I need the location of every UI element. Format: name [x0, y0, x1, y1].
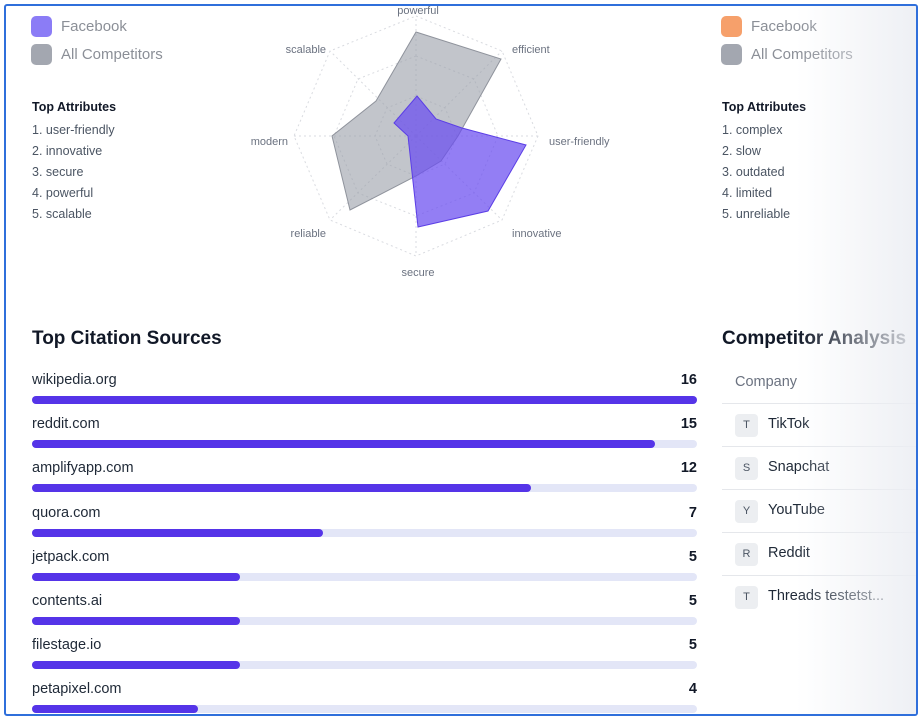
radar-chart: powerful efficient user-friendly innovat…: [251, 6, 610, 279]
citation-count: 15: [680, 416, 697, 432]
citation-count: 16: [680, 372, 697, 388]
citation-bar-track: [32, 617, 697, 625]
citation-bar-fill: [32, 484, 531, 492]
attribute-item: 1. complex: [722, 123, 783, 137]
citation-row[interactable]: petapixel.com 4: [32, 681, 697, 714]
citation-bar-fill: [32, 529, 323, 537]
company-avatar: Y: [735, 500, 758, 523]
legend-item-all-competitors[interactable]: All Competitors: [721, 40, 853, 68]
company-avatar: T: [735, 414, 758, 437]
citation-count: 5: [688, 637, 697, 653]
attribute-item: 3. outdated: [722, 165, 785, 179]
citation-bar-fill: [32, 440, 656, 448]
citation-bar-track: [32, 529, 697, 537]
competitor-analysis-title: Competitor Analysis: [722, 328, 907, 349]
radar-axis-label-secure: secure: [401, 267, 434, 279]
attribute-item: 4. limited: [722, 186, 773, 200]
citation-count: 4: [688, 681, 697, 697]
citation-row[interactable]: contents.ai 5: [32, 593, 697, 637]
citation-row[interactable]: wikipedia.org 16: [32, 372, 697, 416]
citation-domain: amplifyapp.com: [32, 460, 134, 476]
company-row-snapchat[interactable]: S Snapchat: [722, 447, 916, 490]
citation-bar-track: [32, 396, 697, 404]
company-header-label: Company: [735, 374, 798, 390]
citation-bar-fill: [32, 705, 199, 713]
citation-domain: quora.com: [32, 505, 101, 521]
citation-domain: wikipedia.org: [32, 372, 117, 388]
company-row-youtube[interactable]: Y YouTube: [722, 490, 916, 533]
radar-axis-label-reliable: reliable: [291, 228, 326, 240]
citation-count: 12: [680, 460, 697, 476]
company-name: YouTube: [768, 502, 825, 518]
company-name: Snapchat: [768, 459, 830, 475]
citation-bar-track: [32, 573, 697, 581]
radar-axis-label-innovative: innovative: [512, 228, 562, 240]
competitors-swatch: [721, 43, 742, 65]
company-row-reddit[interactable]: R Reddit: [722, 533, 916, 576]
citation-sources-title: Top Citation Sources: [32, 328, 222, 349]
right-legend: Facebook All Competitors: [721, 12, 853, 68]
citation-bar-fill: [32, 573, 240, 581]
radar-axis-label-powerful: powerful: [397, 6, 439, 17]
radar-axis-label-efficient: efficient: [512, 44, 550, 56]
company-avatar: T: [735, 586, 758, 609]
citation-bar-fill: [32, 396, 697, 404]
attribute-item: 3. secure: [32, 165, 84, 179]
citation-domain: petapixel.com: [32, 681, 122, 697]
citation-count: 5: [688, 593, 697, 609]
right-attributes-title: Top Attributes: [722, 100, 807, 114]
radar-axis-label-modern: modern: [251, 136, 288, 148]
citation-bar-fill: [32, 661, 240, 669]
right-attributes-list: 1. complex 2. slow 3. outdated 4. limite…: [722, 120, 790, 225]
citation-row[interactable]: amplifyapp.com 12: [32, 460, 697, 504]
dashboard-frame: Facebook All Competitors Top Attributes …: [4, 4, 918, 716]
left-attributes-list: 1. user-friendly 2. innovative 3. secure…: [32, 120, 115, 225]
facebook-radar-area: [393, 95, 527, 228]
legend-label: Facebook: [751, 17, 817, 35]
company-name: Reddit: [768, 545, 810, 561]
company-row-tiktok[interactable]: T TikTok: [722, 404, 916, 447]
company-name: Threads testetst...: [768, 588, 885, 604]
citation-bar-track: [32, 484, 697, 492]
attribute-item: 5. unreliable: [722, 207, 791, 221]
citation-bar-fill: [32, 617, 240, 625]
citation-bar-track: [32, 661, 697, 669]
attribute-item: 5. scalable: [32, 207, 92, 221]
company-avatar: S: [735, 457, 758, 480]
citation-count: 7: [688, 505, 697, 521]
citation-row[interactable]: quora.com 7: [32, 505, 697, 549]
radar-axis-label-user-friendly: user-friendly: [549, 136, 610, 148]
company-avatar: R: [735, 543, 758, 566]
attribute-item: 1. user-friendly: [32, 123, 115, 137]
company-column-header[interactable]: Company: [722, 368, 916, 404]
citation-domain: contents.ai: [32, 593, 103, 609]
legend-item-facebook[interactable]: Facebook: [31, 12, 163, 40]
facebook-swatch: [721, 15, 742, 37]
citation-count: 5: [688, 549, 697, 565]
citation-bar-track: [32, 705, 697, 713]
competitors-swatch: [31, 43, 52, 65]
attribute-item: 2. slow: [722, 144, 761, 158]
company-name: TikTok: [768, 416, 810, 432]
citation-domain: filestage.io: [32, 637, 102, 653]
facebook-swatch: [31, 15, 52, 37]
legend-item-facebook[interactable]: Facebook: [721, 12, 853, 40]
citation-row[interactable]: reddit.com 15: [32, 416, 697, 460]
legend-label: Facebook: [61, 17, 127, 35]
attribute-item: 2. innovative: [32, 144, 103, 158]
legend-label: All Competitors: [751, 45, 853, 63]
company-row-threads[interactable]: T Threads testetst...: [722, 576, 916, 619]
left-legend: Facebook All Competitors: [31, 12, 163, 68]
left-attributes-title: Top Attributes: [32, 100, 117, 114]
radar-axis-label-scalable: scalable: [286, 44, 326, 56]
citation-row[interactable]: jetpack.com 5: [32, 549, 697, 593]
citation-bar-track: [32, 440, 697, 448]
legend-label: All Competitors: [61, 45, 163, 63]
citation-row[interactable]: filestage.io 5: [32, 637, 697, 681]
legend-item-all-competitors[interactable]: All Competitors: [31, 40, 163, 68]
attribute-item: 4. powerful: [32, 186, 94, 200]
citation-domain: jetpack.com: [32, 549, 110, 565]
citation-domain: reddit.com: [32, 416, 100, 432]
